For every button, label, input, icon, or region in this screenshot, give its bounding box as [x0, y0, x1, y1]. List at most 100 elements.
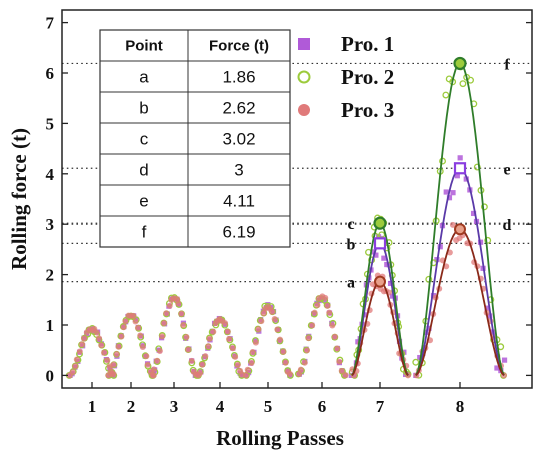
pro2-point — [385, 239, 393, 247]
pro3-point — [183, 333, 190, 340]
y-tick-label: 0 — [46, 366, 55, 385]
pro3-point — [304, 347, 311, 354]
pro1-point — [470, 210, 477, 217]
pro3-point — [95, 335, 102, 342]
table-cell: 3 — [234, 161, 243, 180]
pro3-point — [286, 370, 293, 377]
pro3-point — [69, 369, 76, 376]
pro1-point — [487, 313, 493, 319]
table-cell: 6.19 — [222, 223, 255, 242]
pro3-point — [101, 349, 108, 356]
pro3-point — [199, 361, 206, 368]
pro2-point — [442, 91, 450, 99]
y-tick-label: 5 — [46, 114, 55, 133]
y-tick-label: 7 — [46, 14, 55, 33]
plot-frame — [61, 9, 533, 389]
pro3-point — [331, 333, 338, 340]
pro3-point — [297, 366, 304, 373]
pro1-point — [389, 293, 396, 299]
pro3-point — [166, 302, 173, 309]
annotation-label-c: c — [347, 216, 354, 233]
pro3-point — [118, 333, 125, 340]
pro3-point — [104, 357, 111, 364]
table-cell: f — [142, 223, 147, 242]
pro1-point — [387, 280, 394, 287]
pro1-point — [426, 325, 432, 331]
pro3-point — [269, 308, 276, 315]
peak-marker-pro2 — [373, 216, 387, 230]
pro3-point — [178, 310, 185, 317]
pro3-point — [110, 361, 117, 368]
pro3-point — [305, 335, 312, 342]
pro3-point — [150, 366, 157, 373]
table-cell: 4.11 — [223, 192, 255, 211]
x-tick-label: 2 — [127, 397, 136, 416]
pro1-point — [375, 234, 382, 240]
table-cell: 2.62 — [222, 99, 255, 118]
pro3-point — [249, 348, 256, 355]
pro3-point — [206, 335, 213, 342]
peak-markers — [373, 56, 467, 288]
peak-marker-pro2 — [453, 56, 467, 71]
table-cell: a — [139, 68, 149, 87]
legend-label: Pro. 1 — [341, 32, 394, 56]
x-axis-title: Rolling Passes — [216, 426, 344, 450]
pro3-point — [255, 326, 262, 333]
pro1-point — [446, 195, 453, 201]
pro3-point — [222, 320, 229, 327]
pro3-point — [120, 324, 127, 331]
pro3-point — [137, 332, 144, 339]
x-tick-label: 5 — [264, 397, 273, 416]
pro1-point — [494, 365, 500, 371]
pro3-point — [322, 294, 329, 301]
pro3-point — [274, 326, 281, 333]
legend-marker-pro2 — [297, 70, 311, 84]
y-tick-label: 2 — [46, 266, 55, 285]
pro3-point — [210, 328, 217, 335]
pro3-point — [143, 353, 150, 360]
pro3-point — [105, 372, 112, 379]
legend: Pro. 1 Pro. 2 Pro. 3 — [297, 32, 394, 122]
pro2-point — [473, 163, 481, 171]
pro3-point — [205, 343, 212, 350]
pro3-point — [115, 343, 122, 350]
annotation-label-a: a — [347, 275, 355, 292]
peak-marker-pro1 — [453, 162, 467, 175]
pro1-point — [484, 305, 490, 311]
force-table: Point Force (t) a 1.86 b 2.62 c 3.02 d 3 e 4.11 f 6.1… — [99, 29, 291, 248]
x-tick-label: 7 — [376, 397, 385, 416]
pro3-point — [180, 322, 187, 329]
x-axis: 1 2 3 4 5 6 7 8 — [88, 382, 464, 416]
pro2-point — [467, 76, 474, 84]
pro3-point — [224, 328, 231, 335]
pro3-point — [107, 367, 114, 374]
pro3-point — [185, 346, 192, 353]
y-tick-label: 6 — [46, 64, 55, 83]
pro3-point — [248, 360, 255, 367]
pro3-point — [163, 310, 170, 317]
pro3-point — [154, 357, 161, 364]
pro3-point — [73, 356, 80, 363]
pro2-point — [480, 203, 488, 211]
pro1-point — [370, 249, 377, 255]
pro3-point — [93, 329, 100, 336]
x-tick-label: 3 — [170, 397, 179, 416]
pro3-point — [156, 347, 163, 354]
pro3-point — [234, 362, 241, 369]
annotation-label-f: f — [504, 56, 510, 73]
pro3-point — [243, 372, 250, 379]
pro1-point — [245, 369, 252, 376]
pro3-point — [122, 318, 129, 325]
pro3-point — [113, 351, 120, 358]
table-cell: b — [139, 99, 148, 118]
pro2-point — [412, 358, 420, 366]
pro2-point — [484, 236, 492, 244]
pro1-point — [450, 190, 456, 196]
fit-curve-1-pass-8 — [415, 167, 505, 376]
pro3-point — [282, 359, 289, 366]
pro3-point — [244, 366, 251, 373]
pro1-point — [501, 357, 508, 363]
y-tick-label: 3 — [46, 215, 55, 234]
table-cell: 1.86 — [222, 68, 255, 87]
